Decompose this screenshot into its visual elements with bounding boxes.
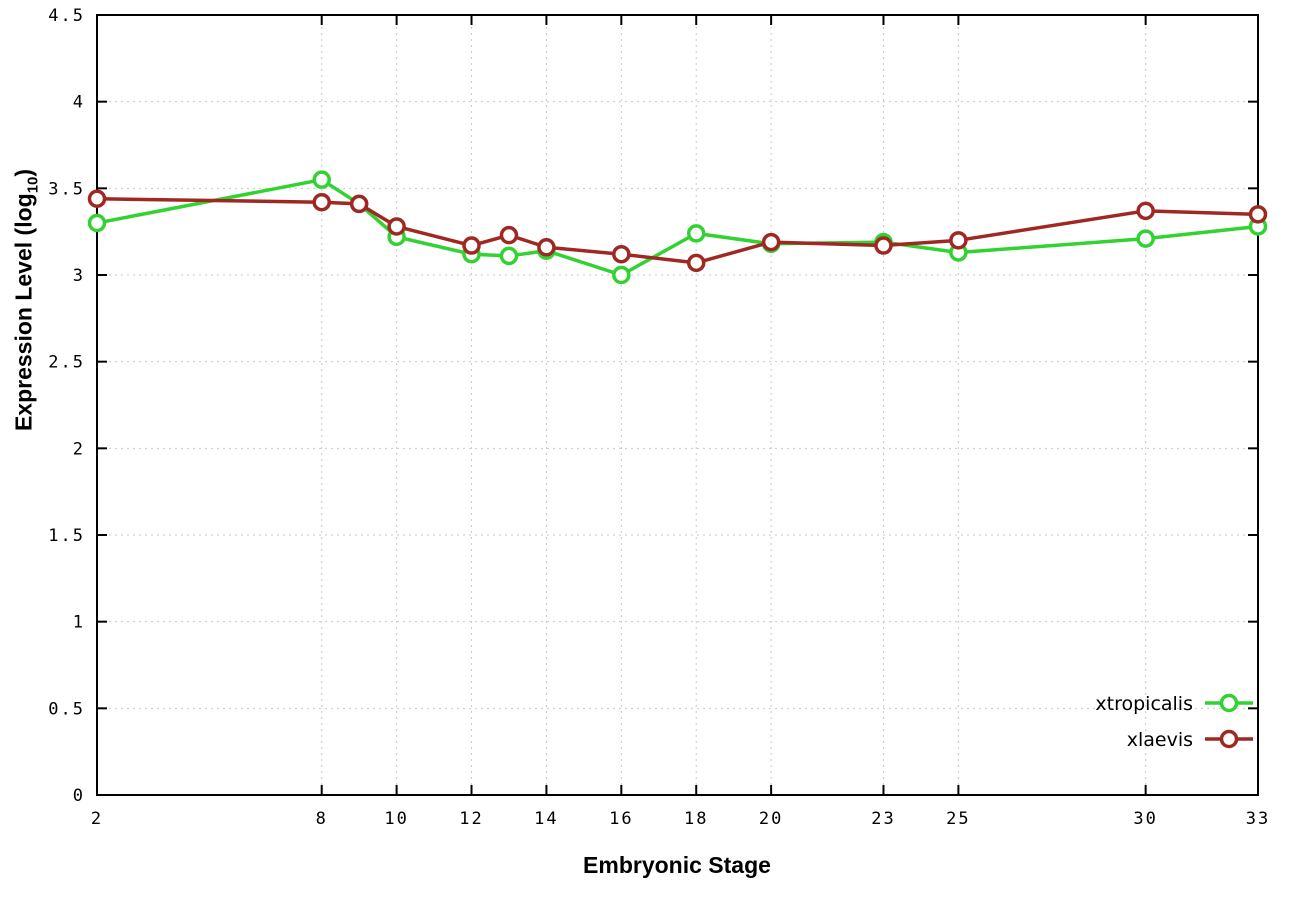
data-point-marker-xlaevis xyxy=(761,232,781,252)
data-point-marker-xlaevis xyxy=(537,238,556,257)
legend-label-xlaevis: xlaevis xyxy=(1127,729,1193,751)
y-axis-title: Expression Level (log10) xyxy=(11,169,42,431)
data-point-marker-xlaevis xyxy=(612,244,631,264)
data-point-marker-xtropicalis xyxy=(1136,229,1155,248)
y-tick-label: 3.5 xyxy=(48,179,85,199)
data-point-marker-xlaevis xyxy=(462,236,481,255)
data-point-marker-xtropicalis xyxy=(312,170,331,189)
data-point-marker-xlaevis xyxy=(499,225,519,245)
data-point-marker-xtropicalis xyxy=(499,246,519,266)
data-point-marker-xlaevis xyxy=(349,194,369,214)
y-tick-label: 3 xyxy=(73,266,85,286)
x-tick-label: 14 xyxy=(534,809,558,829)
x-tick-label: 25 xyxy=(946,809,970,829)
legend-sample-marker-xtropicalis xyxy=(1219,693,1239,713)
x-tick-label: 2 xyxy=(91,809,103,829)
data-point-marker-xlaevis xyxy=(686,253,706,273)
data-point-marker-xlaevis xyxy=(387,217,406,236)
x-tick-label: 12 xyxy=(459,809,483,829)
x-axis-title: Embryonic Stage xyxy=(583,852,771,878)
x-tick-label: 18 xyxy=(684,809,708,829)
data-point-marker-xlaevis xyxy=(1136,201,1155,221)
x-tick-label: 16 xyxy=(609,809,633,829)
y-tick-label: 2 xyxy=(73,439,85,459)
data-point-marker-xtropicalis xyxy=(686,224,706,243)
y-tick-label: 4 xyxy=(73,93,85,113)
y-axis-title-end: ) xyxy=(10,168,37,177)
data-point-marker-xtropicalis xyxy=(612,265,631,285)
data-point-marker-xlaevis xyxy=(312,192,331,212)
legend-label-xtropicalis: xtropicalis xyxy=(1095,693,1193,715)
x-tick-label: 33 xyxy=(1246,809,1270,829)
data-point-marker-xlaevis xyxy=(1248,205,1268,224)
y-tick-label: 0.5 xyxy=(48,699,85,719)
data-point-marker-xtropicalis xyxy=(87,213,107,233)
y-tick-label: 0 xyxy=(73,786,85,806)
y-tick-label: 1 xyxy=(73,613,85,633)
y-axis-title-sub: 10 xyxy=(24,176,42,194)
data-point-marker-xlaevis xyxy=(87,189,107,208)
x-tick-label: 10 xyxy=(384,809,408,829)
plot-border xyxy=(96,14,1259,796)
y-axis-title-main: Expression Level (log xyxy=(10,193,37,432)
series-line-xlaevis xyxy=(95,196,1260,265)
y-tick-label: 4.5 xyxy=(48,6,85,26)
y-tick-label: 2.5 xyxy=(48,353,85,373)
x-tick-label: 20 xyxy=(759,809,783,829)
data-point-marker-xlaevis xyxy=(874,236,893,255)
y-tick-label: 1.5 xyxy=(48,526,85,546)
x-tick-label: 30 xyxy=(1133,809,1157,829)
data-point-marker-xlaevis xyxy=(949,231,968,250)
legend-sample-marker-xlaevis xyxy=(1219,729,1239,749)
x-tick-label: 8 xyxy=(316,809,328,829)
x-tick-label: 23 xyxy=(871,809,895,829)
